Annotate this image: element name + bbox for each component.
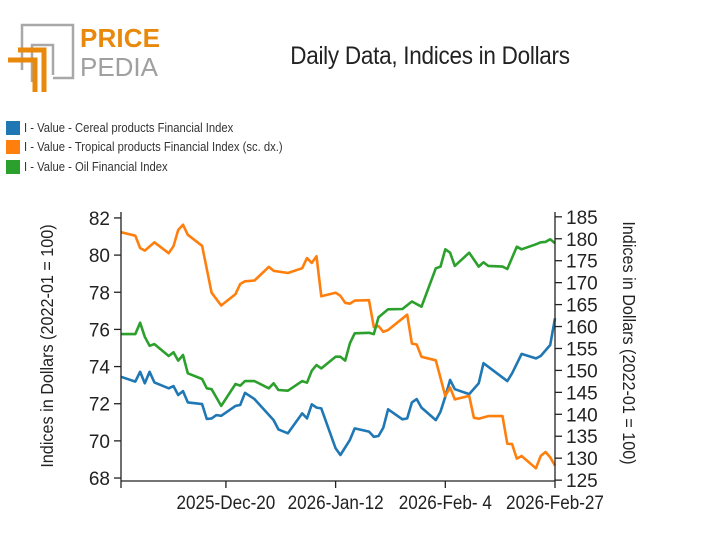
x-tick-label: 2026-Jan-12 [288,492,384,513]
y-tick-label-left: 72 [89,395,110,416]
legend-label-oil: I - Value - Oil Financial Index [24,159,168,174]
y-tick-label-left: 80 [89,246,110,267]
y-tick-label-left: 70 [89,432,110,453]
y-tick-label-left: 78 [89,283,110,304]
y-tick-label-left: 82 [89,209,110,230]
legend-swatch-oil [6,159,20,174]
y-tick-label-right: 160 [566,318,598,339]
y-tick-label-right: 130 [566,449,598,470]
x-tick-label: 2026-Feb- 4 [399,492,492,513]
y-axis-label-left: Indices in Dollars (2022-01 = 100) [37,224,57,467]
x-tick-label: 2026-Feb-27 [506,492,604,513]
legend-item-oil: I - Value - Oil Financial Index [6,157,311,177]
legend-label-cereal: I - Value - Cereal products Financial In… [24,120,234,135]
x-tick-label: 2025-Dec-20 [177,492,276,513]
legend-swatch-tropical [6,140,20,155]
svg-text:PEDIA: PEDIA [80,52,159,82]
legend-item-cereal: I - Value - Cereal products Financial In… [6,118,311,138]
legend-swatch-cereal [6,120,20,135]
pricepedia-logo: PRICE PEDIA [8,23,160,92]
series-line-1 [120,223,557,470]
series-line-0 [120,318,557,457]
y-tick-label-left: 68 [89,469,110,490]
y-tick-label-right: 150 [566,361,598,382]
y-tick-label-left: 76 [89,320,110,341]
y-tick-label-right: 125 [566,471,598,492]
y-tick-label-right: 175 [566,252,598,273]
legend-label-tropical: I - Value - Tropical products Financial … [24,140,283,155]
legend: I - Value - Cereal products Financial In… [6,118,311,177]
y-tick-label-right: 165 [566,296,598,317]
y-axis-label-right: Indices in Dollars (2022-01 = 100) [619,221,639,464]
y-tick-label-left: 74 [89,358,111,379]
svg-text:PRICE: PRICE [80,23,160,53]
y-tick-label-right: 170 [566,274,598,295]
chart-title: Daily Data, Indices in Dollars [290,42,570,70]
y-tick-label-right: 145 [566,383,598,404]
y-tick-label-right: 155 [566,339,598,360]
legend-item-tropical: I - Value - Tropical products Financial … [6,138,311,158]
y-tick-label-right: 135 [566,427,598,448]
y-tick-label-right: 140 [566,405,598,426]
y-tick-label-right: 185 [566,208,598,229]
y-tick-label-right: 180 [566,230,598,251]
series-line-2 [121,238,556,408]
